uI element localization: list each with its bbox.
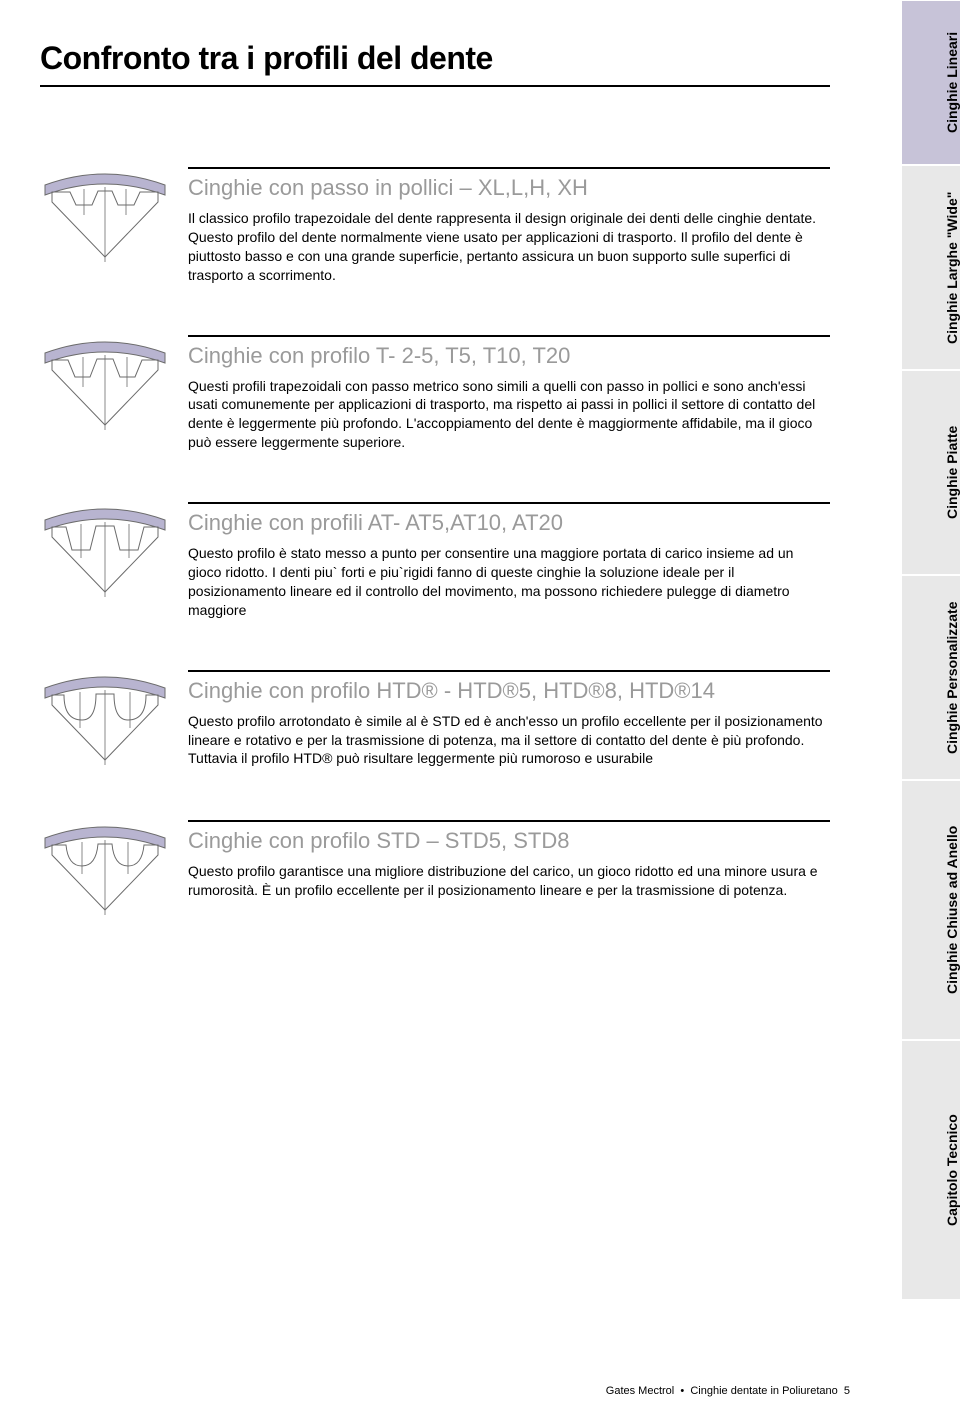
footer-page: 5 [844, 1385, 850, 1397]
section-heading: Cinghie con passo in pollici – XL,L,H, X… [188, 175, 830, 201]
belt-icon-xl [40, 167, 170, 267]
page-title: Confronto tra i profili del dente [40, 40, 830, 87]
section-body: Questo profilo garantisce una migliore d… [188, 862, 830, 900]
section-body: Questi profili trapezoidali con passo me… [188, 377, 830, 453]
footer-brand: Gates Mectrol [606, 1385, 674, 1397]
tab-chiuse[interactable]: Cinghie Chiuse ad Anello [902, 780, 960, 1040]
belt-icon-htd [40, 670, 170, 770]
tab-lineari[interactable]: Cinghie Lineari [902, 0, 960, 165]
section-heading: Cinghie con profili AT- AT5,AT10, AT20 [188, 510, 830, 536]
section-heading: Cinghie con profilo STD – STD5, STD8 [188, 828, 830, 854]
footer: Gates Mectrol • Cinghie dentate in Poliu… [606, 1385, 850, 1397]
side-tabs: Cinghie Lineari Cinghie Larghe "Wide" Ci… [902, 0, 960, 1417]
tab-tecnico[interactable]: Capitolo Tecnico [902, 1040, 960, 1300]
section-heading: Cinghie con profilo HTD® - HTD®5, HTD®8,… [188, 678, 830, 704]
tab-personalizzate[interactable]: Cinghie Personalizzate [902, 575, 960, 780]
section-heading: Cinghie con profilo T- 2-5, T5, T10, T20 [188, 343, 830, 369]
section-at: Cinghie con profili AT- AT5,AT10, AT20 Q… [40, 502, 830, 620]
section-body: Questo profilo è stato messo a punto per… [188, 544, 830, 620]
tab-wide[interactable]: Cinghie Larghe "Wide" [902, 165, 960, 370]
footer-sep: • [680, 1385, 684, 1397]
footer-doc: Cinghie dentate in Poliuretano [690, 1385, 837, 1397]
belt-icon-t [40, 335, 170, 435]
section-t: Cinghie con profilo T- 2-5, T5, T10, T20… [40, 335, 830, 453]
belt-icon-at [40, 502, 170, 602]
belt-icon-std [40, 820, 170, 920]
tab-piatte[interactable]: Cinghie Piatte [902, 370, 960, 575]
section-std: Cinghie con profilo STD – STD5, STD8 Que… [40, 820, 830, 920]
section-htd: Cinghie con profilo HTD® - HTD®5, HTD®8,… [40, 670, 830, 770]
section-body: Il classico profilo trapezoidale del den… [188, 209, 830, 285]
section-body: Questo profilo arrotondato è simile al è… [188, 712, 830, 769]
section-xl: Cinghie con passo in pollici – XL,L,H, X… [40, 167, 830, 285]
